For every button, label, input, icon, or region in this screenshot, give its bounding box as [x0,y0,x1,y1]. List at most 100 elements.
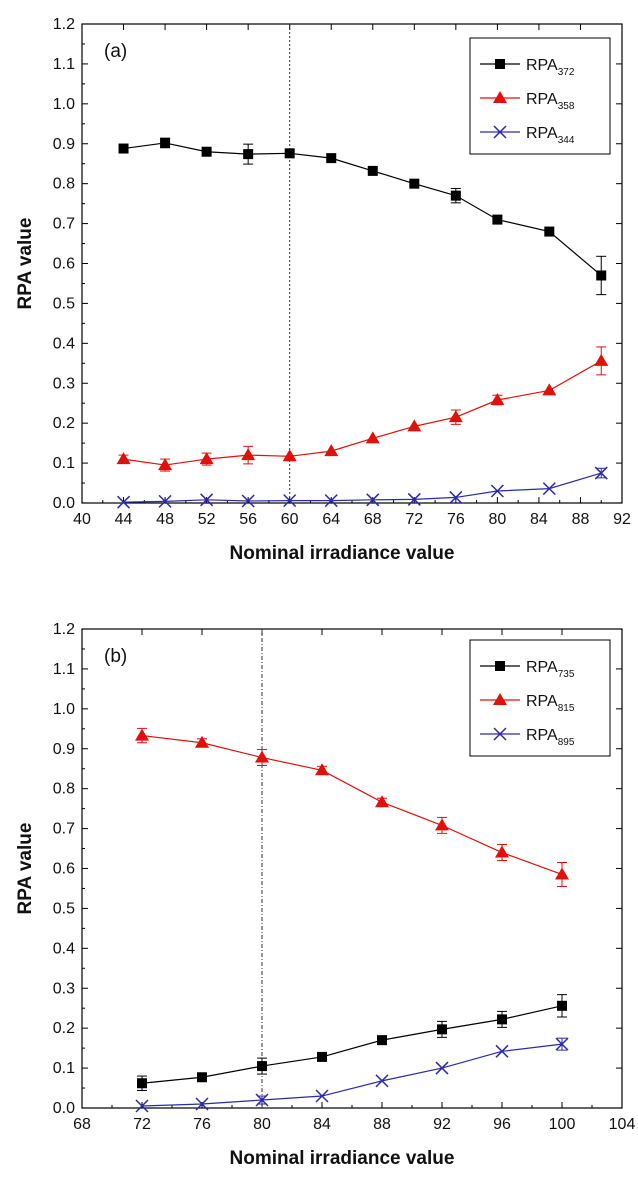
data-point-372 [492,214,503,225]
x-tick-label: 44 [115,511,133,528]
data-point-372 [118,143,129,154]
x-tick-label: 100 [549,1116,576,1133]
legend-label: RPA372 [526,57,575,78]
data-point-344 [490,484,504,498]
data-point-895 [315,1089,329,1103]
data-point-895 [375,1074,389,1088]
data-point-372 [326,153,337,164]
data-point-358 [490,393,505,406]
y-axis-title: RPA value [15,823,36,915]
data-point-372 [450,190,461,201]
series-735 [137,994,567,1091]
y-tick-label: 1.1 [53,661,75,678]
data-point-735 [317,1051,327,1062]
data-point-735 [257,1061,267,1072]
y-tick-label: 1.2 [53,621,75,638]
x-tick-label: 84 [530,511,548,528]
data-point-358 [594,353,609,366]
y-tick-label: 0.7 [53,216,75,233]
x-tick-label: 60 [281,511,299,528]
legend-box [469,37,611,155]
x-tick-label: 64 [322,511,340,528]
x-tick-label: 76 [193,1116,211,1133]
data-point-344 [283,494,297,508]
legend-label-subscript: 815 [558,703,575,714]
y-tick-label: 0.2 [53,415,75,432]
data-point-815 [555,867,569,880]
data-point-895 [135,1099,149,1113]
legend-label-name: RPA [526,659,558,676]
data-point-735 [557,1000,567,1011]
legend-label-name: RPA [526,57,558,74]
x-tick-label: 56 [239,511,257,528]
legend-box [469,639,611,757]
x-tick-label: 84 [313,1116,331,1133]
legend-label: RPA735 [526,659,575,680]
data-point-815 [315,763,329,776]
legend-label-name: RPA [526,91,558,108]
y-tick-label: 0.2 [53,1020,75,1037]
data-point-358 [448,410,463,423]
x-tick-label: 52 [198,511,216,528]
data-point-344 [594,466,608,480]
y-tick-label: 1.2 [53,16,75,33]
legend-label-name: RPA [526,125,558,142]
data-point-815 [435,818,449,831]
legend-marker [493,693,507,705]
x-tick-label: 40 [73,511,91,528]
y-tick-label: 0.5 [53,900,75,917]
data-point-358 [241,448,256,461]
series-line-358 [123,360,602,466]
x-tick-label: 72 [405,511,423,528]
legend-label-name: RPA [526,693,558,710]
y-tick-label: 1.0 [53,701,75,718]
series-line-344 [123,472,602,503]
series-line-895 [141,1043,563,1107]
panel-label: (b) [104,646,127,667]
y-tick-label: 0.0 [53,1100,75,1117]
data-point-344 [117,495,131,509]
data-point-895 [195,1097,209,1111]
data-point-344 [200,493,214,507]
y-tick-label: 0.8 [53,781,75,798]
y-tick-label: 0.3 [53,375,75,392]
y-tick-label: 1.0 [53,96,75,113]
data-point-344 [158,494,172,508]
y-tick-label: 0.1 [53,1060,75,1077]
data-point-815 [135,728,149,741]
data-point-735 [377,1035,387,1046]
data-point-735 [137,1078,147,1089]
data-point-344 [407,492,421,506]
data-point-372 [544,226,555,237]
y-tick-label: 0.1 [53,455,75,472]
data-point-895 [255,1093,269,1107]
y-tick-label: 0.6 [53,256,75,273]
data-point-372 [243,149,254,160]
y-axis-title: RPA value [15,218,36,310]
data-point-815 [255,750,269,763]
data-point-358 [365,431,380,444]
y-tick-label: 0.3 [53,980,75,997]
series-372 [118,137,607,296]
y-tick-label: 0.9 [53,136,75,153]
y-tick-label: 0.4 [53,335,75,352]
legend-marker [493,727,507,741]
y-tick-label: 0.4 [53,940,75,957]
data-point-372 [160,137,171,148]
y-tick-label: 0.6 [53,861,75,878]
x-tick-label: 72 [133,1116,151,1133]
data-point-372 [367,165,378,176]
legend-marker [493,125,507,139]
series-line-735 [141,1005,563,1084]
legend-label: RPA358 [526,91,575,112]
chart-panel-a: 0.0 0.1 0.2 0.3 0.4 0.5 0.6 0.7 0.8 0.9 1.0 1.1 1.2 4… [15,16,631,564]
data-point-372 [409,178,420,189]
data-point-372 [596,270,607,281]
x-axis-title: Nominal irradiance value [230,543,455,564]
legend-label-name: RPA [526,727,558,744]
data-point-344 [241,494,255,508]
data-point-372 [201,146,212,157]
data-point-895 [495,1044,509,1058]
data-point-372 [284,148,295,159]
